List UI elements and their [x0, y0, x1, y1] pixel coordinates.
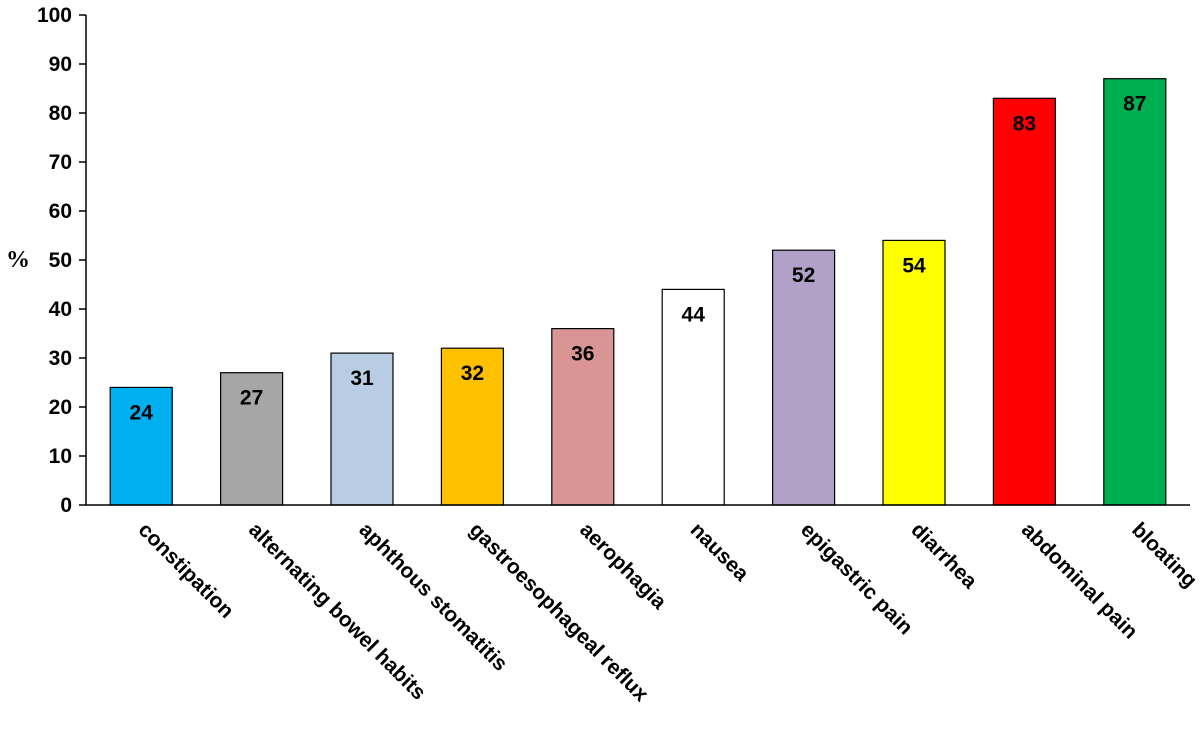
category-label: nausea: [686, 518, 754, 586]
category-label: diarrhea: [906, 518, 981, 593]
category-label: alternating bowel habits: [244, 518, 430, 704]
category-label: abdominal pain: [1017, 518, 1142, 643]
bar-abdominal-pain: [992, 97, 1057, 506]
data-label: 87: [1123, 93, 1146, 116]
y-tick-label: 80: [49, 102, 72, 125]
data-label: 32: [461, 362, 484, 385]
y-tick-label: 30: [49, 347, 72, 370]
bar-epigastric-pain: [771, 249, 836, 506]
y-axis-title: %: [6, 247, 30, 273]
data-label: 31: [350, 367, 374, 390]
category-label: gastroesophageal reflux: [465, 518, 653, 706]
y-tick-label: 100: [37, 4, 72, 27]
data-labels: 24 27 31 32 36 44 52 54 83 87: [130, 93, 1147, 425]
y-tick-label: 90: [49, 53, 72, 76]
y-axis-ticks: 0 10 20 30 40 50 60 70 80 90 100: [37, 4, 86, 517]
category-label: aerophagia: [575, 518, 671, 614]
bars: [109, 78, 1167, 506]
bar-aerophagia: [551, 328, 615, 506]
y-tick-label: 60: [49, 200, 72, 223]
bar-bloating: [1103, 78, 1167, 506]
y-tick-label: 40: [49, 298, 72, 321]
y-tick-label: 20: [49, 396, 72, 419]
bar-constipation: [109, 386, 173, 506]
y-tick-label: 10: [49, 445, 72, 468]
data-label: 36: [571, 343, 594, 366]
data-label: 83: [1013, 112, 1036, 135]
data-label: 24: [130, 401, 154, 424]
data-label: 54: [902, 254, 926, 277]
category-labels: constipation alternating bowel habitsapht…: [134, 518, 1200, 706]
category-label: bloating: [1127, 518, 1200, 592]
bar-nausea: [661, 288, 725, 506]
y-tick-label: 50: [49, 249, 72, 272]
bar-alternating-bowel-habits: [220, 372, 284, 506]
bar-diarrhea: [882, 239, 946, 506]
y-tick-label: 0: [60, 494, 72, 517]
bar-gastroesophageal-reflux: [440, 347, 504, 506]
data-label: 27: [240, 387, 263, 410]
category-label: constipation: [134, 518, 239, 623]
data-label: 44: [682, 303, 706, 326]
data-label: 52: [792, 264, 815, 287]
y-tick-label: 70: [49, 151, 72, 174]
bar-aphthous-stomatitis: [330, 352, 394, 506]
category-label: epigastric pain: [796, 518, 917, 639]
